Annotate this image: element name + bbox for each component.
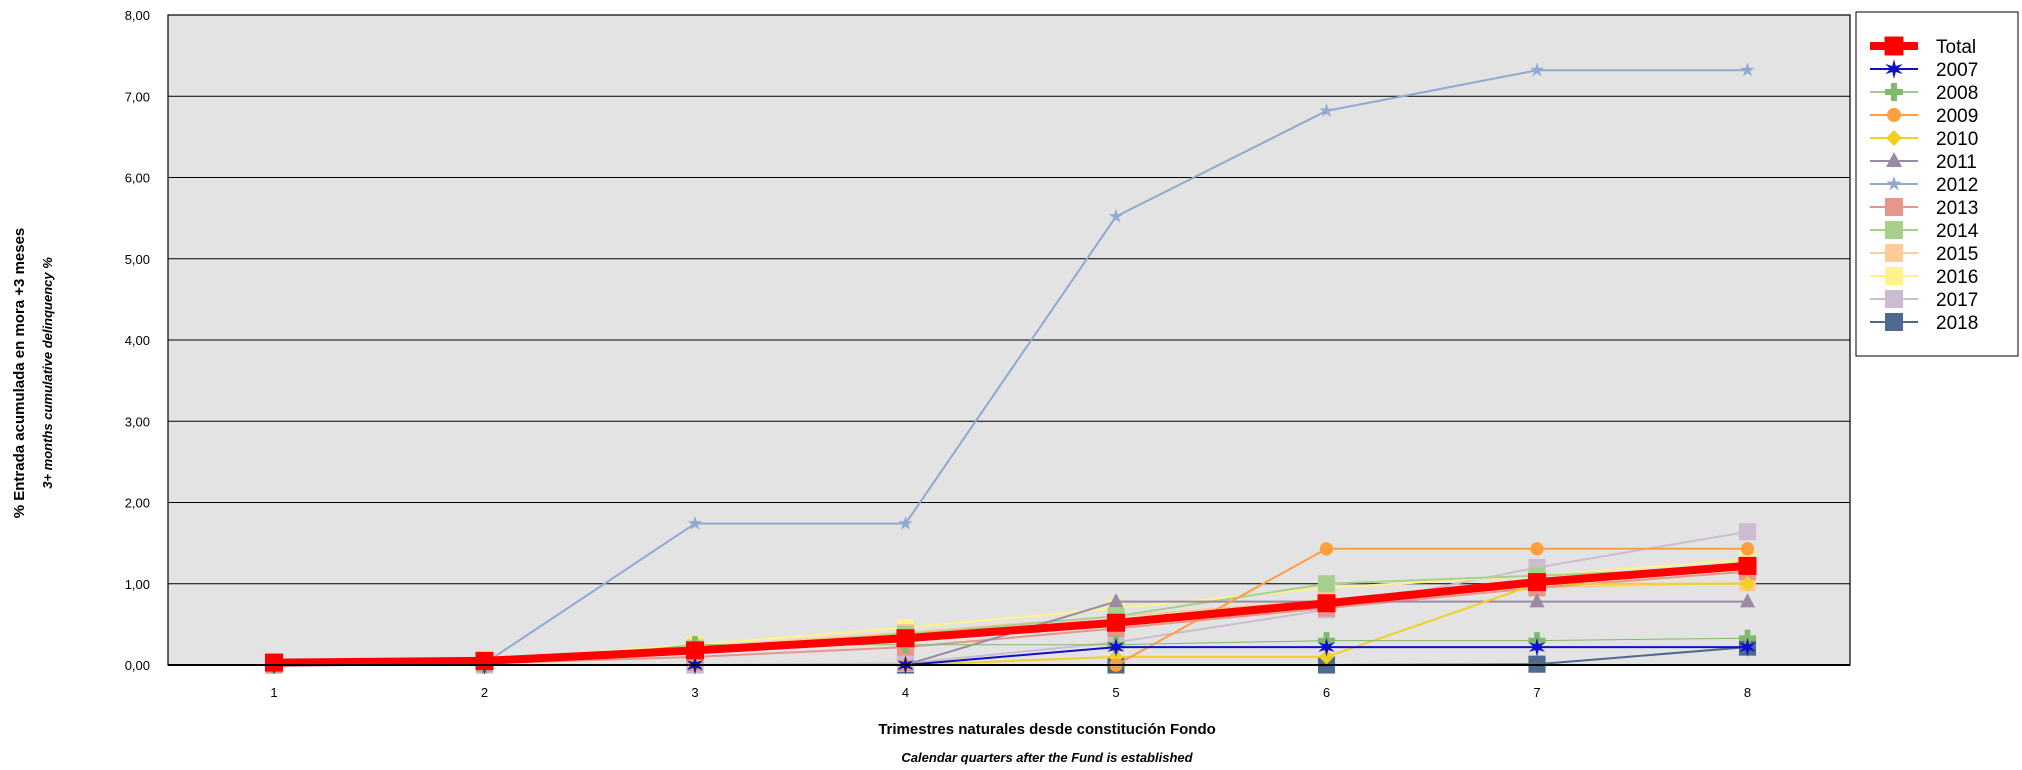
data-point bbox=[1107, 637, 1125, 657]
series-line-total bbox=[273, 561, 1748, 667]
legend-item-2016: 2016 bbox=[1870, 267, 1978, 288]
y-tick-label: 2,00 bbox=[125, 496, 150, 511]
legend-item-2011: 2011 bbox=[1870, 152, 1977, 173]
legend-swatch-marker bbox=[1885, 221, 1903, 239]
legend-swatch-marker bbox=[1885, 290, 1903, 308]
y-axis-ticks: 0,00 1,00 2,00 3,00 4,00 5,00 6,00 7,00 8,00 bbox=[125, 8, 150, 673]
data-point bbox=[1530, 542, 1544, 556]
legend-label: 2016 bbox=[1936, 267, 1978, 288]
y-tick-label: 0,00 bbox=[125, 658, 150, 673]
legend-swatch-marker bbox=[1887, 108, 1901, 122]
legend-item-2007: 2007 bbox=[1870, 59, 1978, 81]
legend-item-2012: 2012 bbox=[1870, 175, 1978, 196]
y-axis-title: % Entrada acumulada en mora +3 meses bbox=[11, 228, 28, 519]
data-point bbox=[475, 651, 494, 670]
legend-item-total: Total bbox=[1870, 36, 1976, 58]
legend-item-2018: 2018 bbox=[1870, 313, 1978, 334]
y-tick-label: 8,00 bbox=[125, 8, 150, 23]
legend-label: 2014 bbox=[1936, 221, 1979, 242]
data-point bbox=[1108, 649, 1124, 665]
x-tick-label: 5 bbox=[1112, 685, 1119, 700]
x-tick-label: 7 bbox=[1533, 685, 1540, 700]
legend-label: 2015 bbox=[1936, 244, 1978, 265]
y-tick-label: 7,00 bbox=[125, 89, 150, 104]
y-tick-label: 5,00 bbox=[125, 252, 150, 267]
data-point bbox=[1319, 542, 1334, 556]
data-point bbox=[687, 516, 703, 530]
x-axis-ticks: 1 2 3 4 5 6 7 8 bbox=[270, 685, 1751, 700]
series-total bbox=[265, 556, 1757, 672]
legend-label: Total bbox=[1936, 37, 1976, 58]
series-line-2012 bbox=[273, 69, 1748, 666]
x-tick-label: 4 bbox=[902, 685, 909, 700]
data-point bbox=[1738, 556, 1757, 575]
y-axis-subtitle: 3+ months cumulative delinquency % bbox=[40, 257, 55, 489]
legend-swatch-marker bbox=[1885, 313, 1903, 331]
legend-label: 2011 bbox=[1936, 152, 1977, 173]
x-tick-label: 3 bbox=[691, 685, 698, 700]
data-point bbox=[1317, 594, 1336, 613]
legend: Total20072008200920102011201220132014201… bbox=[1870, 36, 1979, 334]
legend-label: 2012 bbox=[1936, 175, 1978, 196]
data-point bbox=[686, 641, 704, 660]
x-tick-label: 2 bbox=[481, 685, 488, 700]
x-tick-label: 8 bbox=[1744, 685, 1751, 700]
legend-item-2010: 2010 bbox=[1870, 129, 1978, 150]
data-point bbox=[1739, 576, 1756, 592]
legend-swatch-marker bbox=[1885, 198, 1903, 216]
x-axis-title: Trimestres naturales desde constitución … bbox=[878, 721, 1216, 738]
data-point bbox=[1318, 637, 1335, 657]
legend-label: 2010 bbox=[1936, 129, 1978, 150]
legend-item-2008: 2008 bbox=[1870, 83, 1978, 104]
data-point bbox=[1107, 613, 1125, 632]
data-point bbox=[1529, 62, 1545, 77]
legend-item-2015: 2015 bbox=[1870, 244, 1978, 265]
legend-swatch-marker bbox=[1886, 152, 1902, 167]
x-axis-subtitle: Calendar quarters after the Fund is esta… bbox=[901, 750, 1193, 765]
data-point bbox=[1318, 649, 1335, 665]
data-point bbox=[265, 653, 283, 672]
legend-item-2017: 2017 bbox=[1870, 290, 1978, 311]
x-tick-label: 6 bbox=[1323, 685, 1330, 700]
legend-swatch-marker bbox=[1886, 130, 1902, 146]
legend-item-2013: 2013 bbox=[1870, 198, 1978, 219]
legend-label: 2018 bbox=[1936, 313, 1978, 334]
legend-swatch-marker bbox=[1885, 244, 1903, 262]
data-point bbox=[1108, 593, 1124, 608]
data-point bbox=[1317, 575, 1336, 593]
y-tick-label: 4,00 bbox=[125, 333, 150, 348]
y-tick-label: 1,00 bbox=[125, 577, 150, 592]
legend-swatch-marker bbox=[1884, 36, 1904, 56]
legend-swatch-marker bbox=[1886, 176, 1902, 191]
legend-label: 2007 bbox=[1936, 60, 1978, 81]
legend-swatch-marker bbox=[1885, 83, 1903, 101]
data-point bbox=[896, 629, 915, 648]
data-point bbox=[1319, 103, 1334, 117]
data-point bbox=[1739, 637, 1756, 657]
legend-item-2009: 2009 bbox=[1870, 106, 1978, 127]
legend-swatch-marker bbox=[1885, 59, 1903, 79]
data-point bbox=[1740, 542, 1755, 556]
data-point bbox=[898, 516, 913, 530]
data-point bbox=[1739, 593, 1756, 608]
legend-label: 2008 bbox=[1936, 83, 1978, 104]
legend-item-2014: 2014 bbox=[1870, 221, 1979, 242]
legend-swatch-marker bbox=[1885, 267, 1903, 285]
data-point bbox=[1108, 208, 1124, 223]
data-point bbox=[1528, 573, 1546, 592]
legend-label: 2009 bbox=[1936, 106, 1978, 127]
x-tick-label: 1 bbox=[270, 685, 277, 700]
legend-label: 2013 bbox=[1936, 198, 1978, 219]
y-tick-label: 3,00 bbox=[125, 414, 150, 429]
legend-label: 2017 bbox=[1936, 290, 1978, 311]
data-point bbox=[1528, 637, 1546, 657]
data-point bbox=[1738, 523, 1757, 541]
data-point bbox=[1529, 593, 1545, 608]
y-tick-label: 6,00 bbox=[125, 171, 150, 186]
data-point bbox=[1740, 62, 1755, 77]
